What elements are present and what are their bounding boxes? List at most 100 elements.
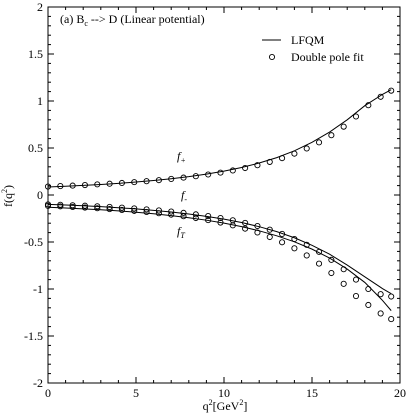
x-tick-label: 10	[218, 386, 230, 400]
fit-point-fT	[118, 206, 125, 213]
fit-point-fT	[131, 207, 138, 214]
fit-point-fminus	[168, 208, 175, 215]
fit-point-fminus	[81, 202, 89, 209]
series-layer	[44, 87, 395, 323]
fit-point-fminus	[118, 204, 125, 211]
fit-point-fminus	[352, 276, 360, 283]
fit-point-fplus	[279, 155, 286, 162]
y-tick-label: -0.5	[24, 235, 43, 249]
y-tick-label: 2	[37, 0, 43, 14]
panel-label: (a) Bc --> D (Linear potential)	[60, 12, 205, 28]
legend-marker-label: Double pole fit	[291, 50, 364, 64]
fit-point-fminus	[192, 211, 199, 218]
fit-point-fplus	[143, 178, 150, 185]
fit-point-fminus	[266, 226, 273, 233]
x-axis-label: q2[GeV2]	[203, 398, 248, 413]
y-axis-label: f(q2)	[0, 185, 15, 207]
fit-point-fT	[81, 204, 89, 211]
fit-point-fplus	[365, 102, 372, 109]
lfqm-line-fminus	[47, 203, 392, 295]
fit-point-fT	[291, 245, 298, 252]
y-tick-label: -1.5	[24, 329, 43, 343]
curve-label-fT: fT	[177, 224, 185, 240]
fit-point-fminus	[328, 256, 335, 263]
fit-point-fT	[352, 292, 360, 300]
y-tick-label: -1	[33, 282, 43, 296]
fit-point-fminus	[205, 213, 212, 220]
fit-point-fT	[155, 210, 162, 217]
fit-point-fplus	[315, 139, 323, 146]
x-tick-label: 15	[306, 386, 318, 400]
legend: LFQM Double pole fit	[262, 33, 364, 64]
y-tick-label: 1.5	[28, 47, 43, 61]
fit-point-fminus	[388, 293, 395, 300]
fit-point-fT	[388, 316, 395, 323]
fit-point-fplus	[388, 87, 395, 94]
x-tick-label: 20	[394, 386, 406, 400]
fit-point-fplus	[229, 167, 236, 174]
fit-point-fminus	[377, 291, 384, 298]
fit-point-fminus	[106, 203, 113, 210]
curve-label-fplus: f+	[177, 149, 186, 165]
fit-point-fplus	[192, 173, 199, 180]
fit-point-fplus	[168, 175, 175, 182]
fit-point-fplus	[180, 174, 187, 181]
fit-point-fplus	[217, 169, 224, 176]
fit-point-fminus	[279, 230, 286, 237]
fit-point-fT	[242, 225, 249, 232]
fit-point-fminus	[143, 206, 150, 213]
fit-point-fT	[192, 214, 199, 222]
fit-point-fT	[266, 233, 273, 241]
fit-point-fT	[205, 217, 212, 224]
fit-point-fplus	[377, 93, 384, 100]
fit-point-fT	[44, 202, 52, 209]
fit-point-fplus	[57, 183, 64, 190]
fit-point-fplus	[155, 177, 162, 184]
fit-point-fT	[217, 219, 224, 226]
fit-point-fplus	[291, 150, 298, 157]
fit-point-fplus	[352, 113, 360, 120]
fit-point-fT	[143, 208, 150, 216]
lfqm-line-fplus	[47, 89, 392, 188]
fit-point-fplus	[254, 162, 261, 169]
fit-point-fT	[254, 229, 261, 236]
fit-point-fplus	[303, 145, 310, 152]
y-tick-label: 1	[37, 94, 43, 108]
fit-point-fplus	[340, 123, 347, 130]
fit-point-fT	[180, 213, 187, 220]
fit-point-fT	[168, 211, 175, 218]
fit-point-fminus	[94, 203, 101, 210]
fit-point-fminus	[155, 207, 162, 214]
fit-point-fT	[328, 269, 335, 277]
fit-point-fplus	[266, 158, 273, 165]
fit-point-fminus	[180, 209, 187, 216]
fit-point-fT	[377, 310, 384, 317]
lfqm-line-fT	[47, 206, 392, 311]
x-tick-label: 0	[45, 386, 51, 400]
legend-line-label: LFQM	[291, 33, 325, 47]
fit-point-fplus	[328, 132, 335, 139]
fit-point-fplus	[106, 180, 113, 187]
fit-point-fminus	[131, 205, 138, 212]
fit-point-fplus	[69, 182, 76, 189]
fit-point-fplus	[118, 179, 125, 187]
fit-point-fT	[340, 280, 347, 287]
fit-point-fT	[365, 301, 372, 309]
fit-point-fT	[303, 252, 310, 259]
fit-point-fplus	[44, 183, 52, 190]
fit-point-fplus	[94, 181, 101, 188]
y-tick-label: 0	[37, 188, 43, 202]
fit-point-fT	[94, 205, 101, 212]
fit-point-fplus	[205, 171, 212, 178]
axis-tick-labels: 0 5 10 15 20 -2 -1.5 -1 -0.5 0 0.5 1 1.5 2	[24, 0, 406, 400]
axis-ticks	[47, 6, 401, 384]
y-tick-label: 0.5	[28, 141, 43, 155]
fit-point-fT	[106, 206, 113, 213]
fit-point-fT	[57, 203, 64, 210]
fit-point-fT	[279, 239, 286, 246]
fit-point-fplus	[131, 179, 138, 186]
legend-marker-swatch	[268, 53, 276, 61]
y-tick-label: -2	[33, 376, 43, 390]
fit-point-fT	[315, 260, 323, 267]
